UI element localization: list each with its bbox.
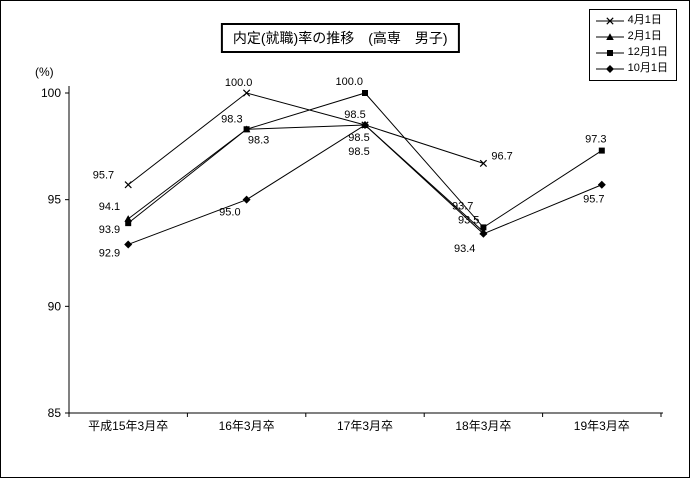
square-legend-icon [595,49,624,56]
data-label: 93.7 [452,200,473,212]
diamond-marker-icon [597,180,606,189]
square-marker-icon [362,90,368,96]
data-label: 98.3 [248,134,269,146]
axes [65,86,663,417]
data-label: 92.9 [99,247,120,259]
data-label: 95.7 [93,170,114,182]
x-marker-icon [124,181,132,189]
data-label: 94.1 [99,201,120,213]
x-tick-label: 17年3月卒 [337,419,393,433]
x-tick-label: 18年3月卒 [455,419,511,433]
data-label: 93.9 [99,224,120,236]
triangle-marker-icon [605,32,614,40]
diamond-marker-icon [605,64,614,73]
series-10月1日: 92.9 95.0 98.5 93.4 95.7 [99,121,606,259]
data-label: 100.0 [225,77,253,89]
data-label: 98.5 [348,132,369,144]
legend-item-12月1日: 12月1日 [595,45,668,60]
y-tick-label: 85 [48,406,62,420]
y-tick-label: 100 [41,86,61,100]
square-marker-icon [480,224,487,231]
x-tick-label: 平成15年3月卒 [88,419,168,433]
data-label: 98.3 [221,113,242,125]
y-axis-unit-label: (%) [35,65,54,79]
data-label: 98.5 [344,109,365,121]
square-marker-icon [125,220,132,227]
data-label: 100.0 [335,76,363,88]
x-tick-label: 16年3月卒 [219,419,275,433]
legend-label: 2月1日 [627,30,662,42]
data-label: 93.4 [454,243,475,255]
series-line [127,124,484,233]
legend-label: 10月1日 [627,62,668,74]
series-2月1日: 94.198.3 98.593.5 [99,121,488,235]
square-marker-icon [243,126,250,133]
chart-title: 内定(就職)率の推移 (高専 男子) [220,23,460,53]
diamond-marker-icon [124,240,133,249]
legend-item-2月1日: 2月1日 [595,29,668,44]
square-marker-icon [598,147,605,154]
data-label: 97.3 [585,134,606,146]
diamond-legend-icon [595,64,624,73]
y-tick-label: 95 [48,193,62,207]
diamond-marker-icon [361,121,369,129]
legend-label: 4月1日 [627,14,662,26]
legend-item-10月1日: 10月1日 [595,61,668,76]
diamond-marker-icon [479,229,488,238]
x-tick-label: 19年3月卒 [574,419,630,433]
x-marker-icon [479,159,488,168]
y-tick-label: 90 [48,299,62,313]
data-label: 96.7 [491,150,512,162]
diamond-marker-icon [242,195,251,204]
triangle-legend-icon [595,32,624,40]
series-line [127,92,484,186]
legend: 4月1日 2月1日 12月1日 10月1日 [588,9,677,81]
data-label: 98.5 [348,146,369,158]
square-marker-icon [606,49,613,56]
data-label: 95.7 [583,194,604,206]
legend-item-4月1日: 4月1日 [595,13,668,28]
x-marker-icon [242,89,251,97]
x-marker-icon [606,16,614,25]
series-4月1日: 95.7 100.0 98.5 96.7 [93,77,513,189]
x-legend-icon [595,16,624,25]
data-label: 95.0 [219,207,240,219]
legend-label: 12月1日 [627,46,668,58]
